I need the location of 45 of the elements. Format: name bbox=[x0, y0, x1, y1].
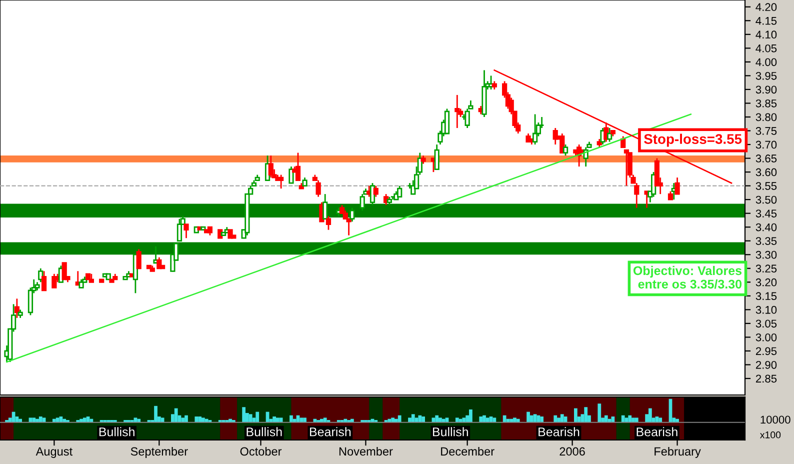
y-tick-label: 3.20 bbox=[756, 278, 777, 286]
band-label: Bullish bbox=[433, 427, 468, 436]
y-tick-label: 4.05 bbox=[756, 44, 777, 52]
band-label: Bearish bbox=[538, 427, 580, 436]
y-tick-label: 2.85 bbox=[756, 374, 777, 383]
text: x100 bbox=[760, 431, 781, 438]
y-tick-label: 3.90 bbox=[756, 86, 777, 94]
x-tick-label: September bbox=[130, 446, 188, 458]
annotation: Objectivo: Valores entre os 3.35/3.30 bbox=[633, 266, 742, 289]
y-tick-label: 3.50 bbox=[756, 196, 777, 204]
y-tick-label: 3.70 bbox=[756, 140, 777, 149]
band-label: Bullish bbox=[99, 427, 134, 436]
x-tick-label: August bbox=[36, 447, 72, 458]
y-tick-label: 3.65 bbox=[756, 154, 777, 162]
y-tick-label: 4.00 bbox=[756, 58, 777, 66]
text: 10000 bbox=[760, 416, 790, 424]
y-tick-label: 2.90 bbox=[756, 360, 777, 369]
y-tick-label: 3.30 bbox=[756, 250, 777, 259]
y-tick-label: 3.10 bbox=[756, 306, 777, 314]
band-label: Bullish bbox=[246, 427, 282, 436]
y-tick-label: 3.55 bbox=[756, 182, 777, 190]
x-tick-label: October bbox=[240, 446, 282, 456]
y-tick-label: 3.35 bbox=[756, 237, 777, 245]
y-tick-label: 3.95 bbox=[756, 72, 777, 80]
y-tick-label: 4.15 bbox=[756, 17, 777, 25]
annotation: Stop-loss=3.55 bbox=[644, 134, 742, 147]
y-tick-label: 3.00 bbox=[756, 333, 777, 342]
x-tick-label: 2006 bbox=[560, 447, 585, 456]
x-tick-label: February bbox=[654, 446, 701, 458]
y-tick-label: 3.40 bbox=[756, 223, 777, 232]
y-tick-label: 3.80 bbox=[756, 113, 777, 122]
y-tick-label: 3.45 bbox=[756, 210, 777, 218]
y-tick-label: 3.75 bbox=[756, 127, 777, 135]
y-tick-label: 4.20 bbox=[756, 3, 777, 12]
x-tick-label: November bbox=[339, 446, 393, 456]
y-tick-label: 4.10 bbox=[756, 30, 777, 39]
y-tick-label: 3.25 bbox=[756, 264, 777, 273]
y-tick-label: 2.95 bbox=[756, 347, 777, 356]
y-tick-label: 3.05 bbox=[756, 320, 777, 328]
band-label: Bearish bbox=[636, 427, 678, 436]
band-label: Bearish bbox=[310, 427, 351, 436]
y-tick-label: 3.85 bbox=[756, 99, 777, 108]
y-tick-label: 3.60 bbox=[756, 168, 777, 176]
y-tick-label: 3.15 bbox=[756, 292, 777, 300]
x-tick-label: December bbox=[441, 446, 494, 456]
